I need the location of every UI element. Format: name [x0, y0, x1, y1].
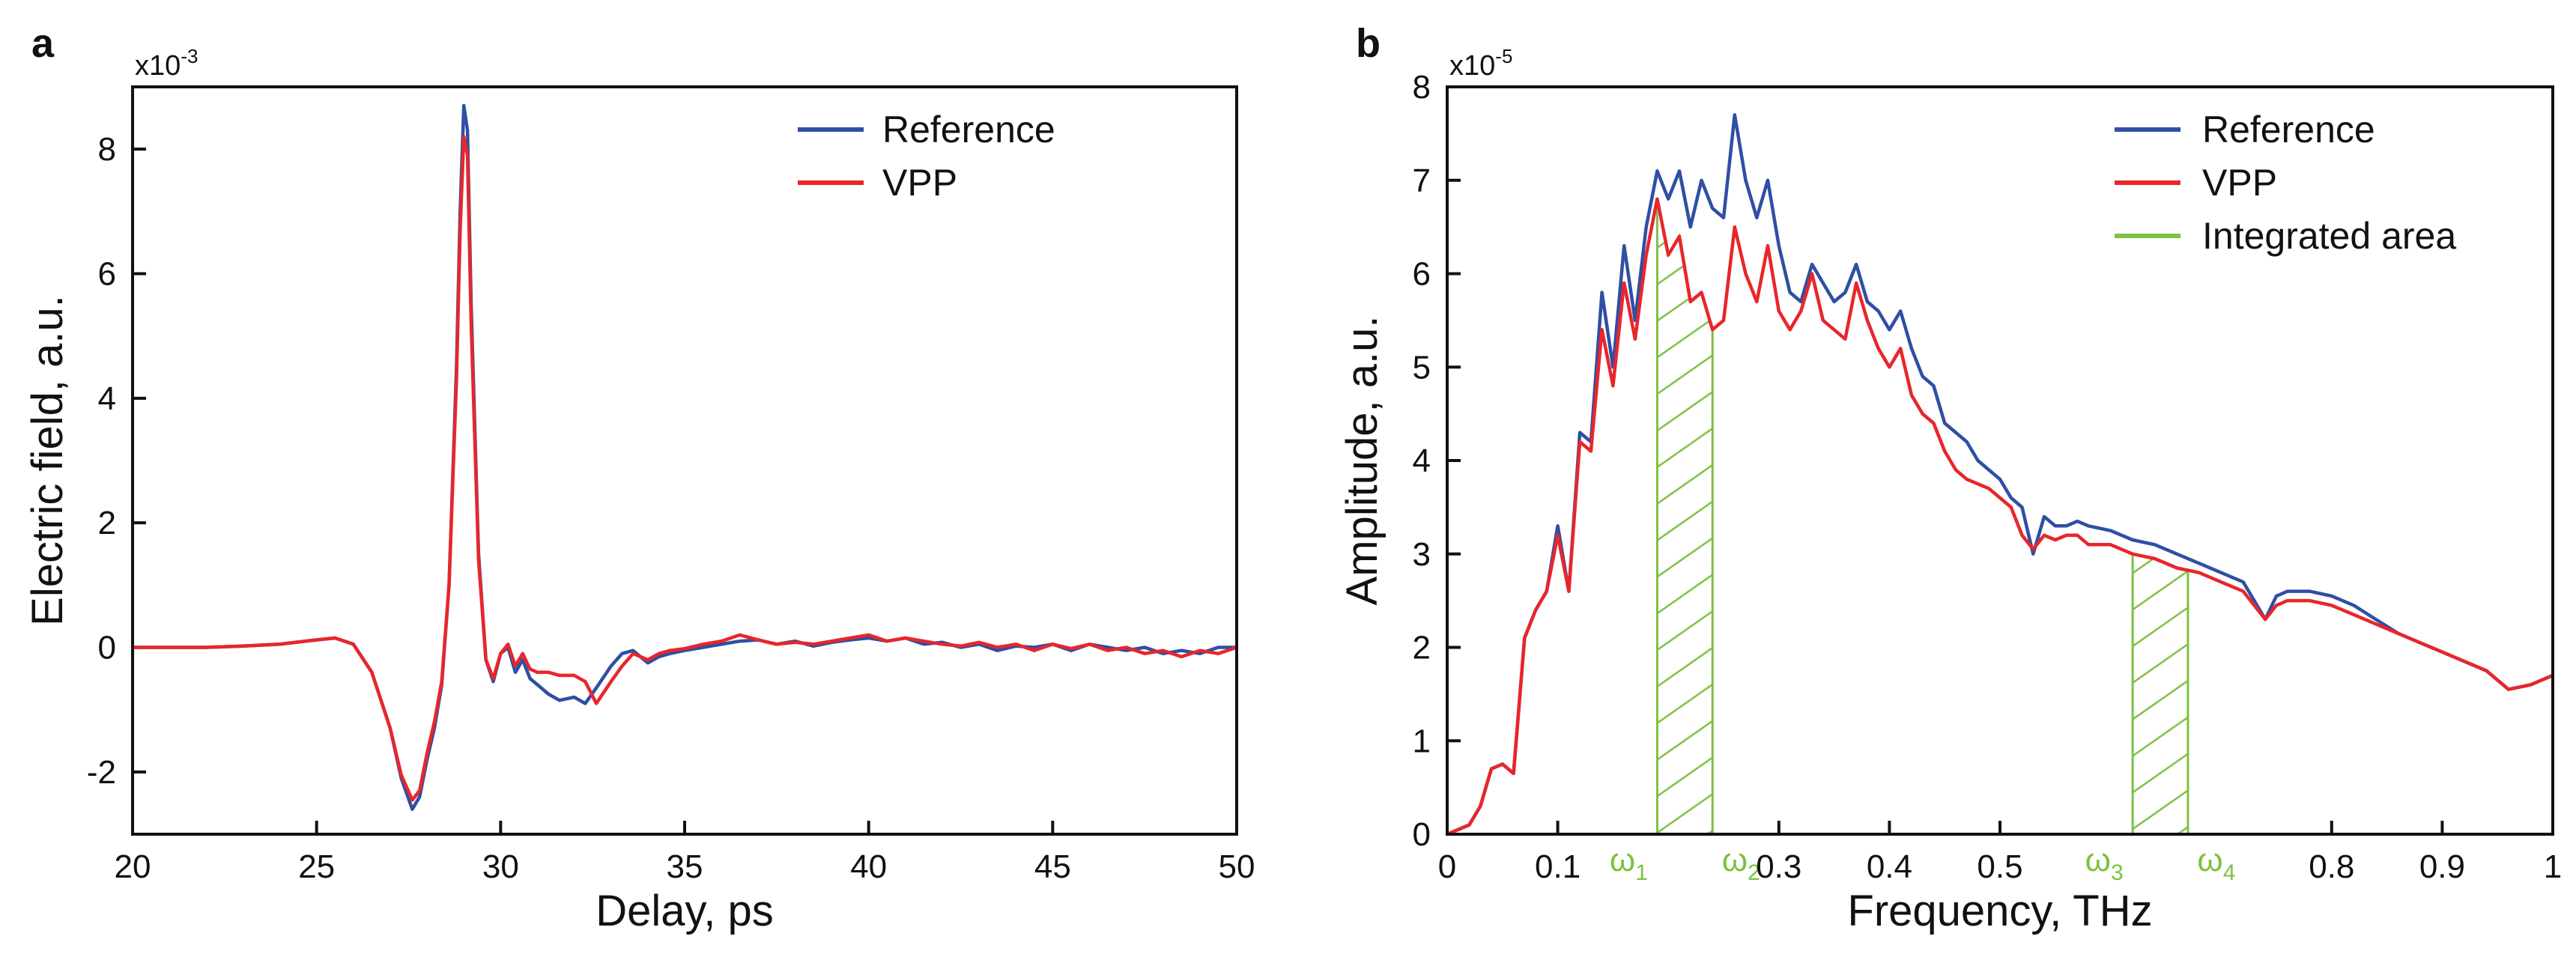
x-tick-label: 0.8 [2309, 848, 2354, 885]
x-tick-label: 40 [850, 848, 887, 885]
legend-label-reference: Reference [882, 109, 1055, 151]
panel-b-label: b [1356, 21, 1381, 66]
omega-label-3: ω3 [2085, 842, 2124, 885]
x-tick-label: 30 [482, 848, 519, 885]
series-line-reference [1446, 113, 2554, 836]
x-tick-label: 0.3 [1756, 848, 1801, 885]
integrated-area-region-1 [1655, 198, 1714, 836]
series-line-vpp [1446, 197, 2554, 836]
x-tick-label: 0.9 [2419, 848, 2465, 885]
x-tick-label: 25 [298, 848, 335, 885]
panel-a-ylabel: Electric field, a.u. [23, 295, 72, 626]
y-tick-label: 6 [1413, 256, 1431, 293]
x-tick-label: 35 [667, 848, 703, 885]
panel-a-frame [131, 85, 1238, 836]
x-tick-label: 45 [1034, 848, 1071, 885]
y-tick-label: 0 [98, 630, 116, 666]
panel-a-legend: Reference VPP [798, 109, 1055, 204]
x-tick-label: 0.4 [1867, 848, 1912, 885]
panel-a-label: a [31, 21, 55, 66]
y-tick-label: 7 [1413, 162, 1431, 199]
y-tick-label: 2 [98, 505, 116, 541]
x-tick-label: 0.5 [1977, 848, 2022, 885]
y-tick-label: 8 [1413, 69, 1431, 106]
legend-label-reference: Reference [2202, 109, 2375, 151]
series-line-reference [133, 103, 1237, 811]
omega-label-1: ω1 [1610, 842, 1648, 885]
x-tick-label: 0.1 [1535, 848, 1581, 885]
y-tick-label: 2 [1413, 630, 1431, 666]
x-tick-label: 20 [115, 848, 151, 885]
panel-a-xlabel: Delay, ps [595, 887, 773, 935]
panel-b-exponent: x10-5 [1449, 45, 1512, 82]
y-tick-label: 4 [1413, 443, 1431, 479]
legend-label-integrated-area: Integrated area [2202, 215, 2456, 257]
panel-b-integrated-area-layer: ω1 ω2 ω3 ω4 [1610, 198, 2235, 885]
y-tick-label: 8 [98, 131, 116, 168]
omega-label-4: ω4 [2197, 842, 2235, 885]
x-tick-label: 1 [2544, 848, 2562, 885]
panel-b-ylabel: Amplitude, a.u. [1338, 316, 1387, 606]
panel-a-series-layer [133, 103, 1237, 811]
series-line-vpp [133, 135, 1237, 802]
y-tick-label: 3 [1413, 536, 1431, 573]
y-tick-label: 1 [1413, 723, 1431, 759]
panel-b-frame [1446, 85, 2554, 836]
y-tick-label: 5 [1413, 349, 1431, 386]
omega-label-2: ω2 [1722, 842, 1760, 885]
y-tick-label: 0 [1413, 816, 1431, 853]
x-tick-label: 50 [1219, 848, 1255, 885]
legend-label-vpp: VPP [2202, 162, 2277, 204]
x-tick-label: 0 [1438, 848, 1456, 885]
y-tick-label: 6 [98, 256, 116, 293]
panel-b-xlabel: Frequency, THz [1847, 887, 2152, 935]
panel-b: b x10-5 ω1 ω2 ω3 ω4 0 0.1 0.3 0.4 0.5 0.8 0.9 1 0 1 2… [1338, 21, 2562, 935]
legend-label-vpp: VPP [882, 162, 957, 204]
panel-b-series-layer [1446, 113, 2554, 836]
panel-a-exponent: x10-3 [135, 45, 198, 82]
panel-a-tick-layer: 20 25 30 35 40 45 50 -2 0 2 4 6 8 [87, 131, 1255, 885]
y-tick-label: -2 [87, 754, 116, 791]
panel-b-legend: Reference VPP Integrated area [2115, 109, 2456, 257]
y-tick-label: 4 [98, 380, 116, 417]
panel-b-tick-layer: 0 0.1 0.3 0.4 0.5 0.8 0.9 1 0 1 2 3 4 5 6 7 8 [1413, 69, 2563, 885]
integrated-area-region-2 [2131, 552, 2189, 836]
